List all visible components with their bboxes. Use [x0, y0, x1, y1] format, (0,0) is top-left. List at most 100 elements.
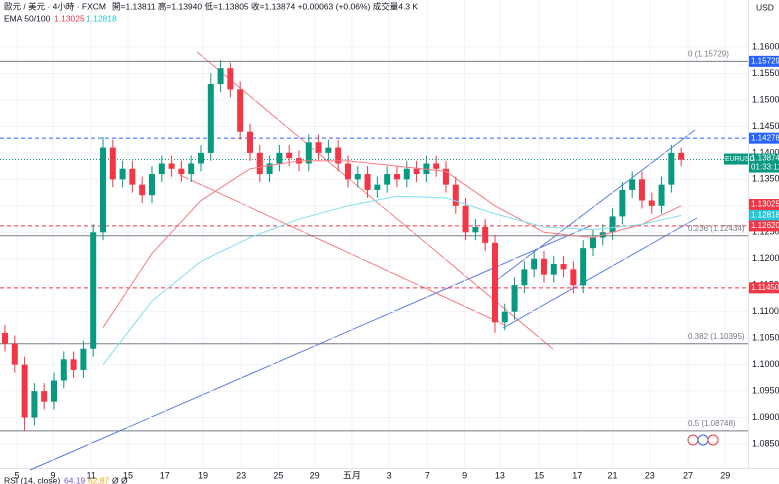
- y-tick-label: 1.13500: [752, 174, 779, 184]
- x-tick-label: 23: [645, 470, 655, 480]
- candle-body: [237, 89, 244, 132]
- candle-body: [354, 174, 361, 180]
- candle-body: [472, 226, 479, 233]
- candle-body: [99, 147, 106, 233]
- ema-label: EMA 50/100: [4, 13, 51, 23]
- candle-body: [540, 258, 547, 275]
- candle-body: [1, 332, 8, 344]
- countdown: 01:33:11: [751, 163, 779, 172]
- candle-body: [678, 152, 685, 160]
- y-tick-label: 1.11000: [752, 306, 779, 316]
- channel-line: [502, 217, 698, 329]
- candle-body: [41, 391, 48, 402]
- candle-body: [119, 168, 126, 180]
- price-tag: [749, 198, 779, 210]
- x-tick-label: 29: [720, 470, 730, 480]
- candle-body: [90, 232, 97, 349]
- ema-line: [102, 195, 682, 365]
- y-tick-label: 1.14000: [752, 147, 779, 157]
- x-tick-label: 29: [310, 470, 320, 480]
- channel-line: [179, 174, 506, 326]
- candle-body: [629, 179, 636, 190]
- ema-line: [102, 160, 682, 328]
- candle-body: [491, 242, 498, 323]
- x-tick-label: 9: [462, 470, 467, 480]
- symbol-tag: [724, 153, 748, 165]
- rsi-label: RSI (14, close): [4, 475, 60, 484]
- channel-line: [496, 129, 696, 281]
- x-tick-label: 17: [572, 470, 582, 480]
- event-icon[interactable]: [687, 434, 699, 446]
- candle-body: [21, 364, 28, 418]
- candle-body: [139, 184, 146, 196]
- candle-body: [462, 205, 469, 233]
- currency: USD: [756, 2, 774, 12]
- event-icons[interactable]: [687, 434, 719, 446]
- price-tag-label: 1.15729: [751, 56, 779, 65]
- x-tick-label: 5: [14, 470, 19, 480]
- candle-body: [158, 163, 165, 175]
- candle-body: [609, 216, 616, 233]
- candle-body: [276, 152, 283, 164]
- x-tick-label: 3: [387, 470, 392, 480]
- candle-body: [442, 168, 449, 185]
- candle-body: [129, 168, 136, 185]
- candle-body: [384, 174, 391, 185]
- y-tick-label: 1.16000: [752, 41, 779, 51]
- x-tick-label: 7: [425, 470, 430, 480]
- x-tick-label: 15: [123, 470, 133, 480]
- candle-body: [80, 348, 87, 370]
- candle-body: [619, 189, 626, 217]
- candle-body: [70, 359, 77, 370]
- level-label: 0.236 (1.12434): [688, 224, 745, 233]
- price-tag: [749, 55, 779, 67]
- candle-body: [413, 168, 420, 175]
- candle-body: [335, 147, 342, 164]
- plot: 0 (1.15729) 0.236 (1.12434) 0.382 (1.10395…: [0, 0, 748, 468]
- candle-body: [452, 184, 459, 206]
- candle-body: [188, 163, 195, 175]
- candle-body: [256, 152, 263, 175]
- y-tick-label: 1.14500: [752, 121, 779, 131]
- event-icon[interactable]: [707, 434, 719, 446]
- level-label: 0.382 (1.10395): [688, 332, 745, 341]
- x-tick-label: 23: [236, 470, 246, 480]
- candle-body: [227, 68, 234, 90]
- y-tick-label: 1.08500: [752, 438, 779, 448]
- x-tick-label: 11: [87, 470, 96, 480]
- level-label: 0.5 (1.08748): [688, 419, 736, 428]
- level-label: 0 (1.15729): [688, 49, 729, 58]
- candle-body: [286, 152, 293, 159]
- x-tick-label: 13: [495, 470, 505, 480]
- candle-body: [148, 174, 155, 196]
- candle-body: [668, 152, 675, 185]
- ohlc: 開=1.13811 高=1.13940 低=1.13805 收=1.13874 …: [112, 1, 418, 11]
- y-tick-label: 1.09500: [752, 385, 779, 395]
- candle-body: [197, 152, 204, 164]
- candle-body: [501, 311, 508, 323]
- candle-body: [325, 147, 332, 153]
- event-icon[interactable]: [697, 434, 709, 446]
- candle-body: [60, 359, 67, 381]
- candle-body: [246, 131, 253, 153]
- y-tick-label: 1.10500: [752, 333, 779, 343]
- x-tick-label: 五月: [343, 470, 361, 480]
- candle-body: [550, 264, 557, 275]
- y-tick-label: 1.09000: [752, 412, 779, 422]
- candle-body: [648, 200, 655, 206]
- symbol-tag-label: EURUSD: [725, 156, 755, 163]
- x-tick-label: 15: [534, 470, 544, 480]
- price-tag: [749, 220, 779, 232]
- x-tick-label: 27: [683, 470, 693, 480]
- candle-body: [168, 163, 175, 169]
- rsi-value: 64.19: [64, 475, 86, 484]
- y-tick-label: 1.12000: [752, 253, 779, 263]
- candle-body: [315, 142, 322, 153]
- candle-body: [266, 163, 273, 175]
- y-tick-label: 1.10000: [752, 359, 779, 369]
- price-tag-label: 1.14278: [751, 133, 779, 142]
- candle-body: [638, 179, 645, 201]
- candle-body: [658, 184, 665, 206]
- candle-body: [344, 163, 351, 180]
